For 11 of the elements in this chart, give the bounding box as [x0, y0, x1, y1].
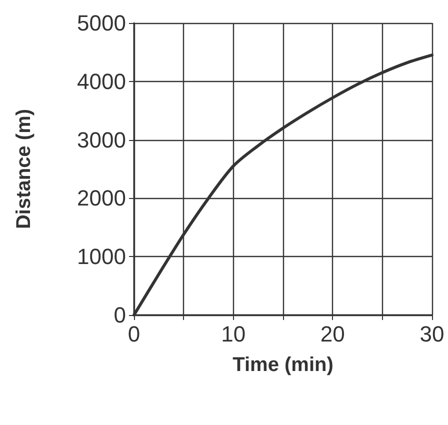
- x-tick-label: 30: [420, 322, 444, 346]
- y-tick-label: 1000: [77, 244, 126, 270]
- x-tick-label: 10: [221, 322, 246, 346]
- y-tick-label: 2000: [77, 186, 126, 211]
- y-tick-label: 3000: [77, 127, 126, 152]
- y-tick-label: 0: [114, 302, 126, 328]
- x-tick-label: 20: [320, 322, 345, 346]
- y-axis-title: Distance (m): [13, 108, 35, 230]
- y-tick-label: 5000: [77, 10, 126, 36]
- x-axis-title: Time (min): [232, 354, 334, 376]
- y-tick-label: 4000: [77, 68, 126, 94]
